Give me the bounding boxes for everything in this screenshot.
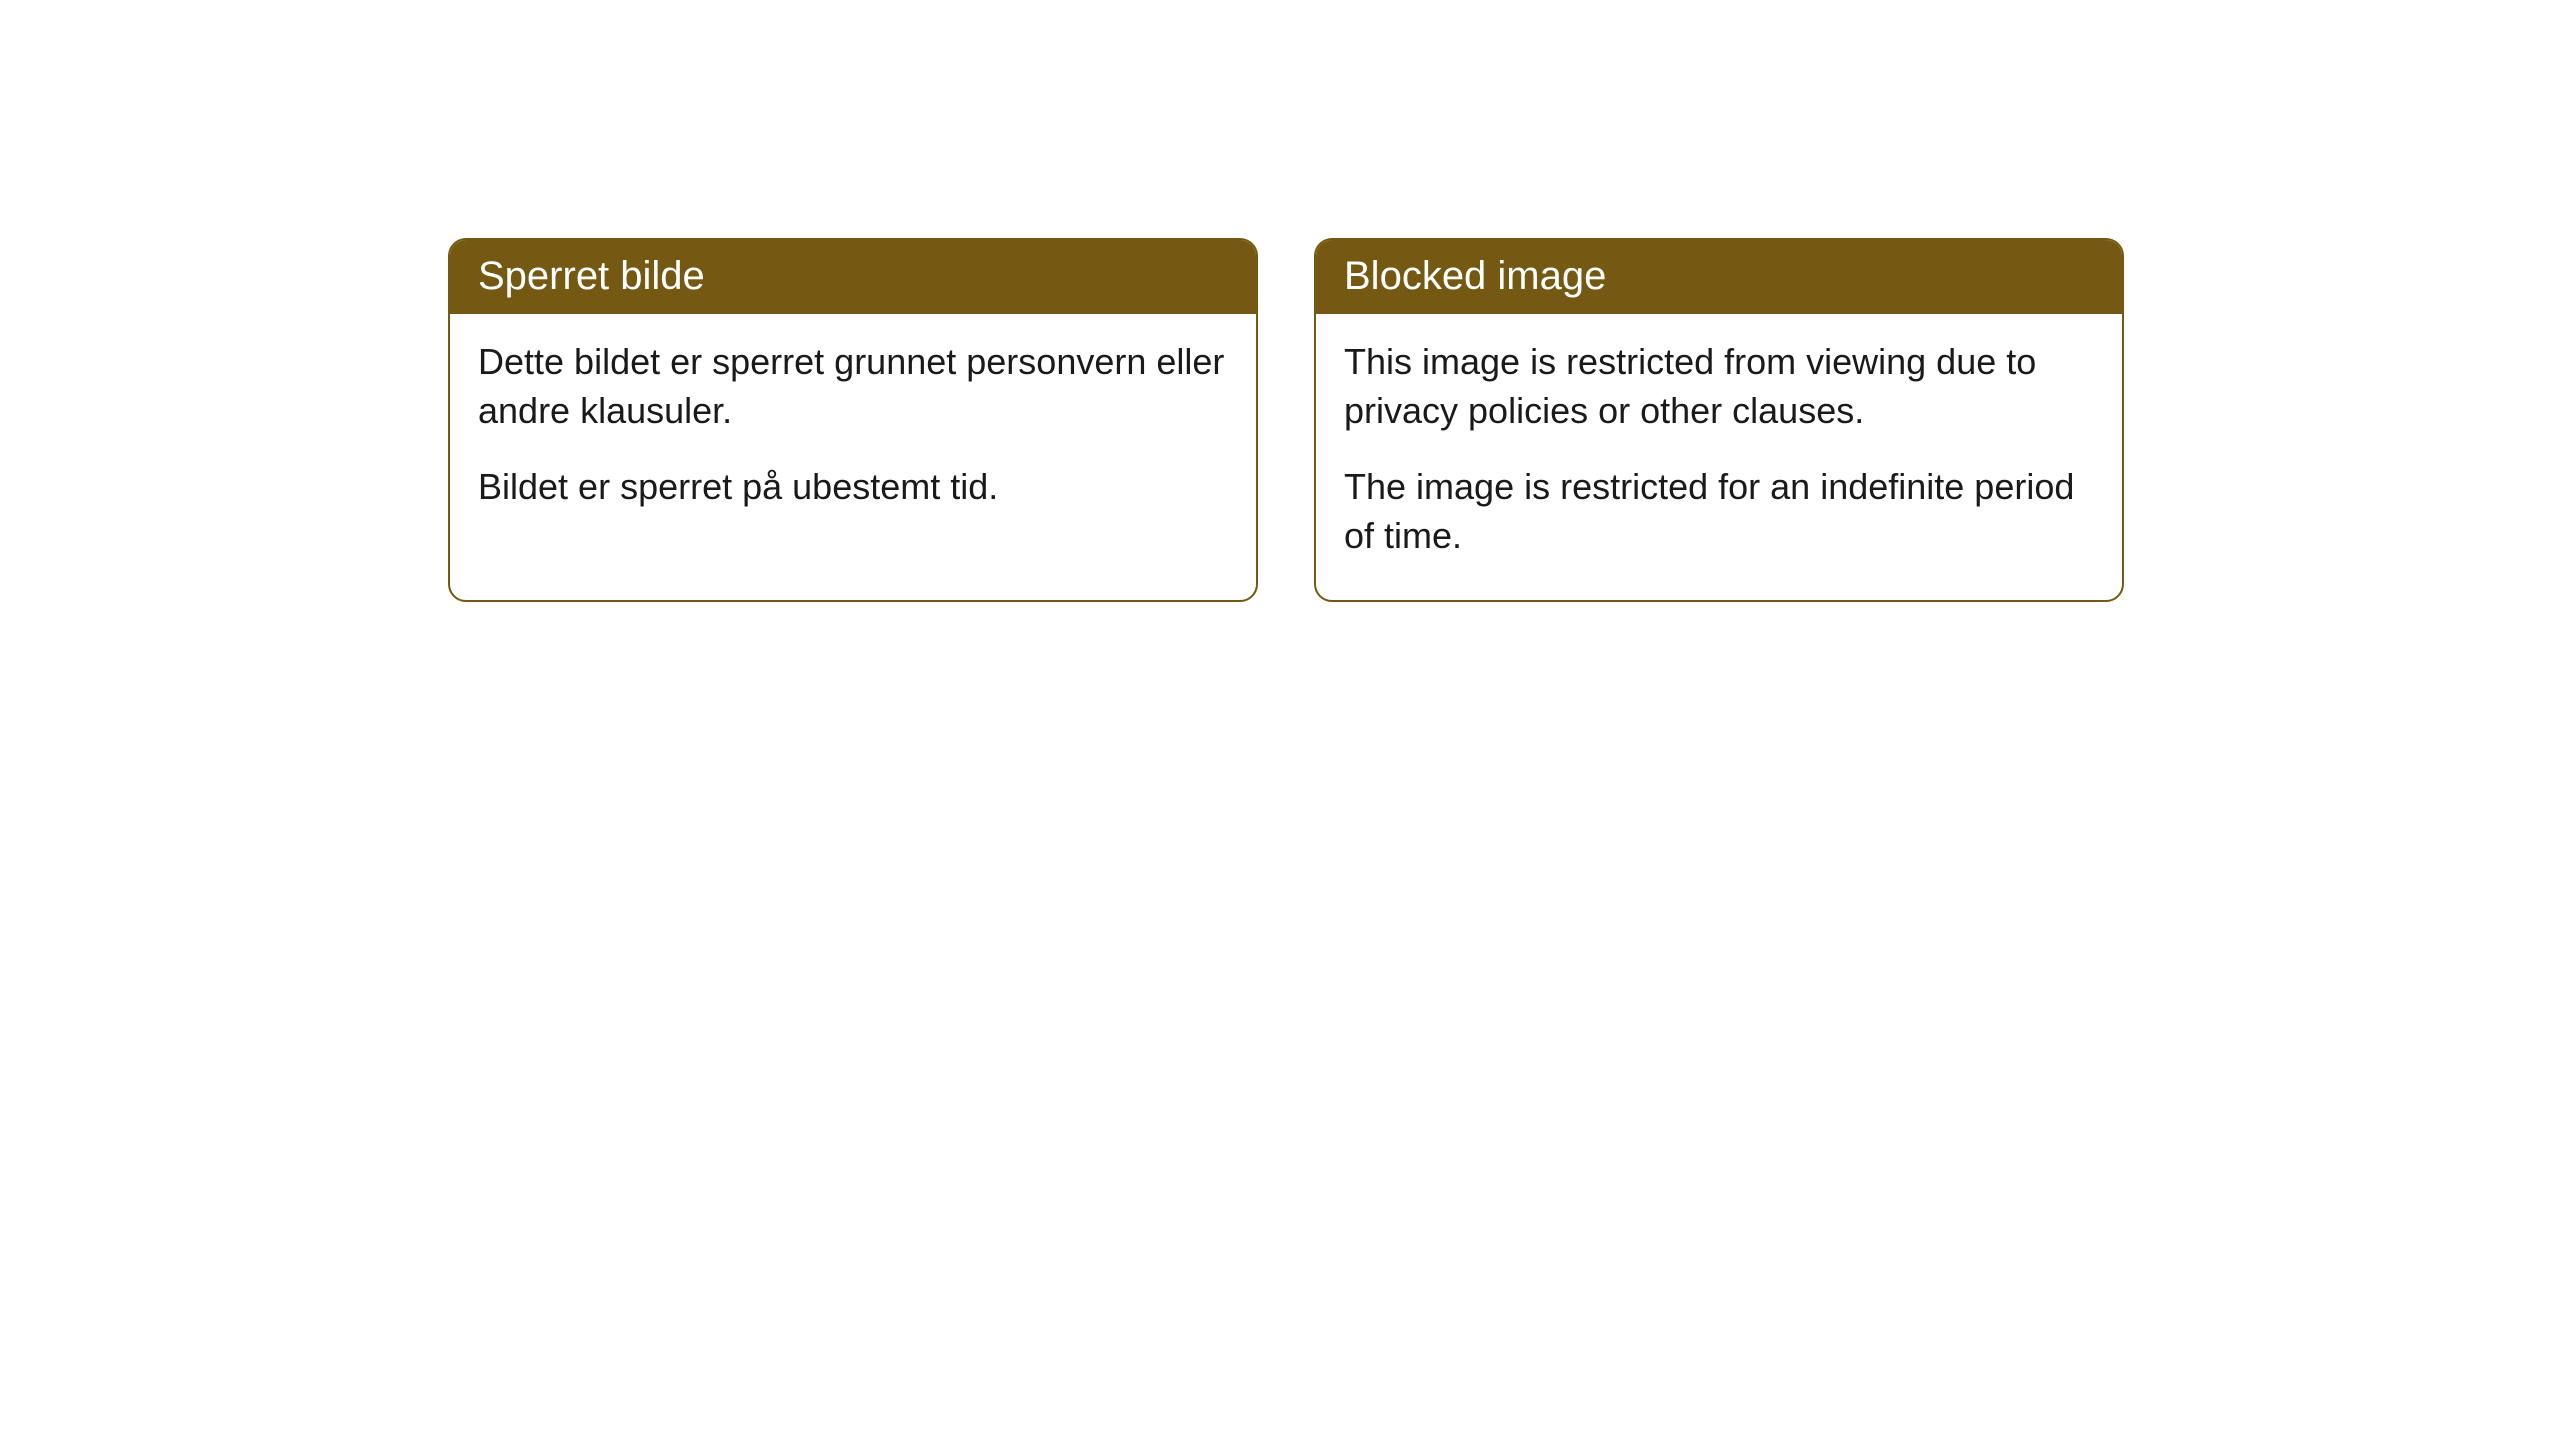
card-body: Dette bildet er sperret grunnet personve…	[450, 314, 1256, 552]
card-paragraph: The image is restricted for an indefinit…	[1344, 463, 2094, 560]
card-paragraph: Bildet er sperret på ubestemt tid.	[478, 463, 1228, 512]
card-body: This image is restricted from viewing du…	[1316, 314, 2122, 600]
notice-card-norwegian: Sperret bilde Dette bildet er sperret gr…	[448, 238, 1258, 602]
card-paragraph: Dette bildet er sperret grunnet personve…	[478, 338, 1228, 435]
notice-card-english: Blocked image This image is restricted f…	[1314, 238, 2124, 602]
card-header: Blocked image	[1316, 240, 2122, 314]
card-header: Sperret bilde	[450, 240, 1256, 314]
card-paragraph: This image is restricted from viewing du…	[1344, 338, 2094, 435]
notice-cards-container: Sperret bilde Dette bildet er sperret gr…	[448, 238, 2124, 602]
